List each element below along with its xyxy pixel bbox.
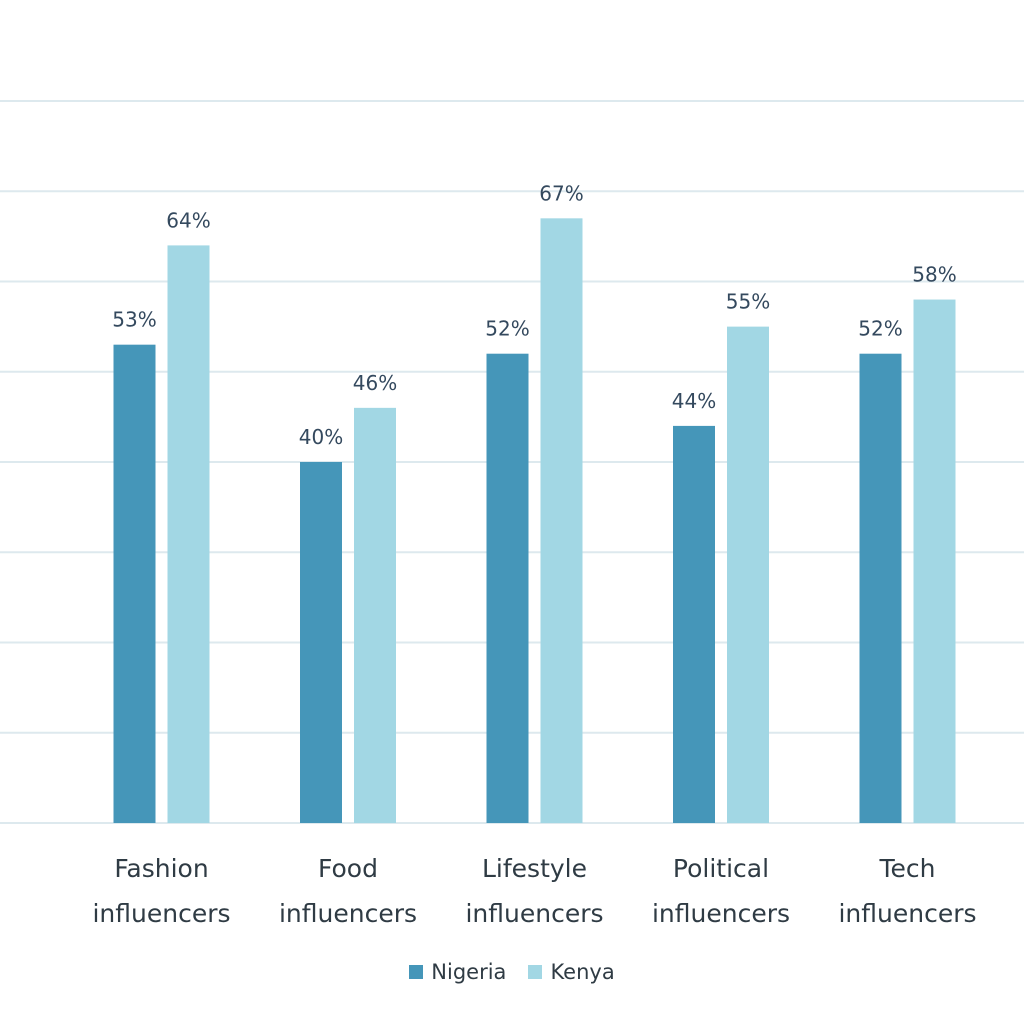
legend-label-nigeria: Nigeria: [431, 960, 507, 984]
bar-nigeria-4[interactable]: [673, 425, 715, 823]
category-label-2-0: Food: [318, 854, 378, 883]
data-label-nigeria-1: 53%: [112, 308, 156, 332]
data-label-kenya-2: 46%: [353, 371, 397, 395]
legend-label-kenya: Kenya: [550, 960, 615, 984]
bar-kenya-1[interactable]: [167, 245, 210, 823]
legend: Nigeria Kenya: [0, 960, 1024, 984]
data-label-kenya-3: 67%: [539, 181, 583, 205]
bar-nigeria-5[interactable]: [859, 353, 902, 823]
data-label-nigeria-2: 40%: [299, 425, 343, 449]
bar-kenya-5[interactable]: [913, 299, 956, 823]
category-label-2-1: influencers: [279, 899, 417, 928]
bar-nigeria-1[interactable]: [113, 344, 156, 823]
legend-swatch-nigeria: [409, 965, 424, 979]
category-label-3-0: Lifestyle: [482, 854, 587, 883]
data-label-nigeria-3: 52%: [485, 317, 529, 341]
data-label-kenya-4: 55%: [726, 290, 770, 314]
category-labels: sFashioninfluencersFoodinfluencersLifest…: [92, 854, 976, 928]
bar-nigeria-3[interactable]: [486, 353, 529, 823]
category-label-3-1: influencers: [465, 899, 603, 928]
category-label-4-1: influencers: [652, 899, 790, 928]
bar-nigeria-2[interactable]: [300, 462, 342, 823]
data-label-nigeria-5: 52%: [858, 317, 902, 341]
bars: [113, 218, 956, 823]
category-label-4-0: Political: [673, 854, 769, 883]
bar-kenya-4[interactable]: [727, 326, 769, 823]
bar-kenya-2[interactable]: [354, 407, 396, 823]
data-labels: 53%64%40%46%52%67%44%55%52%58%31: [112, 181, 956, 449]
bar-kenya-3[interactable]: [540, 218, 583, 823]
legend-swatch-kenya: [528, 965, 543, 979]
data-label-kenya-1: 64%: [166, 208, 210, 232]
legend-item-nigeria[interactable]: Nigeria: [409, 960, 506, 984]
legend-item-kenya[interactable]: Kenya: [528, 960, 615, 984]
data-label-nigeria-4: 44%: [672, 389, 716, 413]
data-label-kenya-5: 58%: [912, 263, 956, 287]
category-label-1-1: influencers: [92, 899, 230, 928]
category-label-5-1: influencers: [838, 899, 976, 928]
category-label-5-0: Tech: [879, 854, 936, 883]
category-label-1-0: Fashion: [114, 854, 208, 883]
